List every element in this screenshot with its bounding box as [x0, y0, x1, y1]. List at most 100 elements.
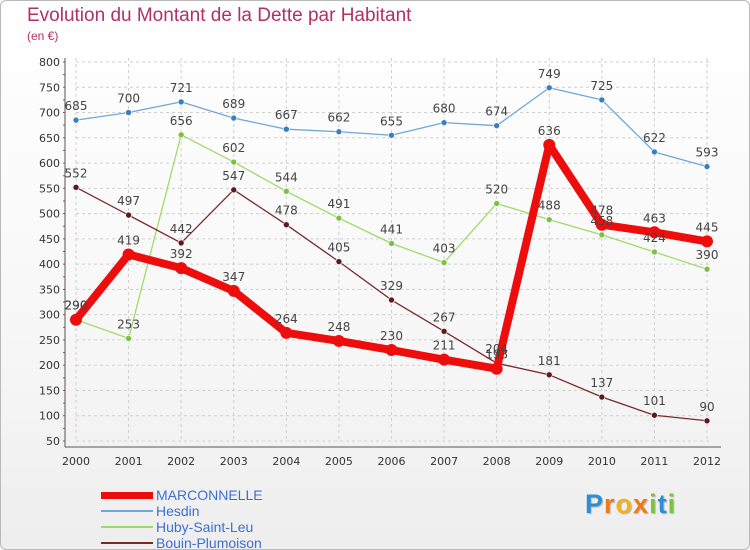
data-label-huby-saint-leu: 390 [696, 248, 719, 262]
data-label-hesdin: 721 [170, 81, 193, 95]
data-label-huby-saint-leu: 458 [590, 214, 613, 228]
y-tick-label: 750 [39, 81, 60, 94]
x-tick-label: 2010 [588, 455, 616, 468]
y-tick-label: 250 [39, 334, 60, 347]
data-label-bouin-plumoison: 90 [699, 400, 714, 414]
data-label-marconnelle: 290 [65, 299, 88, 313]
x-axis: 2000 2001 2002 2003 2004 2005 2006 2007 2008 2009… [62, 446, 721, 468]
data-labels: 685 700 721 689 667 662 655 680 674 749 725 622 593 2… [65, 67, 719, 414]
data-point-bouin-plumoison [177, 239, 185, 247]
data-label-huby-saint-leu: 441 [380, 222, 403, 236]
data-point-hesdin [72, 116, 80, 124]
data-point-marconnelle [490, 362, 503, 375]
x-tick-label: 2004 [272, 455, 300, 468]
legend-label: MARCONNELLE [156, 487, 263, 503]
data-label-hesdin: 655 [380, 114, 403, 128]
x-tick-label: 2005 [325, 455, 353, 468]
legend-swatch [101, 491, 153, 499]
data-point-marconnelle [122, 248, 135, 261]
y-tick-label: 100 [39, 410, 60, 423]
data-point-bouin-plumoison [283, 221, 290, 229]
data-point-bouin-plumoison [388, 296, 395, 304]
x-tick-label: 2011 [640, 455, 668, 468]
logo-letter: x [633, 489, 650, 519]
logo-letter: i [649, 489, 658, 519]
data-point-bouin-plumoison [651, 411, 658, 419]
y-tick-label: 500 [39, 208, 60, 221]
x-tick-label: 2012 [693, 455, 721, 468]
data-label-marconnelle: 193 [485, 348, 508, 362]
data-label-bouin-plumoison: 267 [433, 310, 456, 324]
data-label-hesdin: 593 [696, 146, 719, 160]
data-point-marconnelle [543, 138, 556, 151]
x-tick-label: 2000 [62, 455, 90, 468]
data-point-hesdin [545, 84, 553, 92]
chart-subtitle: (en €) [27, 29, 59, 43]
data-point-bouin-plumoison [125, 211, 132, 219]
data-label-bouin-plumoison: 101 [643, 394, 666, 408]
data-label-huby-saint-leu: 544 [275, 170, 298, 184]
data-point-huby-saint-leu [177, 131, 185, 139]
y-tick-label: 400 [39, 258, 60, 271]
x-tick-label: 2006 [378, 455, 406, 468]
data-label-marconnelle: 392 [170, 247, 193, 261]
data-point-huby-saint-leu [545, 216, 553, 223]
data-point-marconnelle [595, 218, 608, 231]
legend-label: Bouin-Plumoison [156, 535, 262, 550]
data-label-marconnelle: 478 [590, 204, 613, 218]
data-label-hesdin: 689 [222, 97, 245, 111]
x-tick-label: 2002 [167, 455, 195, 468]
logo-letter: P [585, 489, 605, 519]
data-point-huby-saint-leu [493, 200, 500, 207]
logo-letter: o [615, 489, 634, 519]
legend-swatch [101, 510, 153, 512]
series-line-huby-saint-leu [75, 134, 708, 340]
data-label-marconnelle: 636 [538, 124, 561, 138]
x-tick-label: 2008 [483, 455, 511, 468]
data-label-marconnelle: 445 [696, 220, 719, 234]
data-point-bouin-plumoison [703, 417, 711, 425]
y-tick-label: 450 [39, 233, 60, 246]
data-label-marconnelle: 248 [327, 320, 350, 334]
data-point-hesdin [388, 131, 395, 139]
y-tick-label: 700 [39, 107, 60, 120]
data-label-marconnelle: 264 [275, 312, 298, 326]
data-point-huby-saint-leu [703, 265, 711, 273]
data-point-bouin-plumoison [440, 328, 448, 335]
data-point-huby-saint-leu [598, 231, 606, 239]
legend-swatch [101, 526, 153, 528]
data-point-huby-saint-leu [125, 335, 132, 342]
y-tick-label: 150 [39, 384, 60, 397]
y-tick-label: 650 [39, 132, 60, 145]
data-point-bouin-plumoison [72, 184, 80, 191]
y-tick-label: 350 [39, 283, 60, 296]
data-point-huby-saint-leu [283, 188, 290, 195]
data-point-bouin-plumoison [230, 186, 238, 194]
y-tick-label: 300 [39, 309, 60, 322]
data-point-huby-saint-leu [651, 248, 658, 256]
data-point-hesdin [493, 122, 500, 129]
data-label-hesdin: 680 [433, 102, 456, 116]
data-label-huby-saint-leu: 656 [170, 114, 193, 128]
y-tick-label: 50 [46, 435, 60, 448]
x-tick-label: 2003 [220, 455, 248, 468]
data-label-bouin-plumoison: 547 [222, 169, 245, 183]
data-label-marconnelle: 347 [222, 270, 245, 284]
data-label-hesdin: 725 [590, 79, 613, 93]
data-label-hesdin: 700 [117, 92, 140, 106]
data-label-marconnelle: 211 [433, 339, 456, 353]
data-point-marconnelle [175, 262, 188, 275]
data-label-huby-saint-leu: 520 [485, 182, 508, 196]
data-label-hesdin: 662 [327, 111, 350, 125]
data-label-bouin-plumoison: 552 [65, 166, 88, 180]
logo-letter: t [657, 489, 668, 519]
data-point-marconnelle [438, 353, 451, 366]
data-label-huby-saint-leu: 602 [222, 141, 245, 155]
data-point-marconnelle [227, 284, 240, 297]
data-point-marconnelle [385, 344, 398, 357]
data-point-hesdin [703, 163, 711, 170]
series-group [70, 84, 713, 425]
data-label-bouin-plumoison: 478 [275, 204, 298, 218]
y-tick-label: 200 [39, 359, 60, 372]
